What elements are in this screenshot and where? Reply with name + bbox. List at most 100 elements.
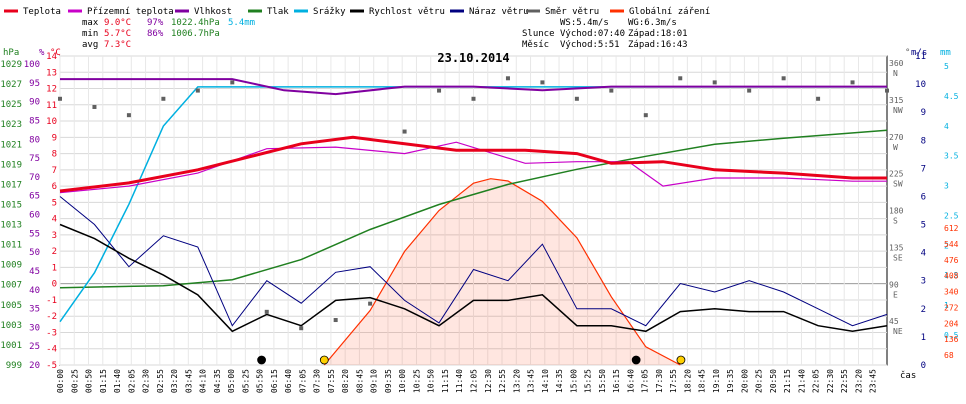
legend-label: Rychlost větru (369, 7, 445, 17)
tick-time: 10:50 (427, 369, 436, 393)
tick-radiation: 68 (944, 351, 954, 360)
wind-direction-point (58, 96, 62, 101)
tick-temperature: -4 (46, 345, 57, 355)
tick-temperature: 3 (52, 231, 57, 241)
wind-direction-point (781, 76, 786, 81)
tick-time: 16:15 (612, 369, 621, 393)
tick-radiation: 612 (944, 224, 959, 233)
tick-humidity: 80 (29, 135, 40, 145)
chart-events (257, 355, 686, 365)
tick-time: 16:40 (626, 369, 635, 393)
tick-pressure: 1011 (0, 241, 22, 251)
tick-time: 11:15 (441, 369, 450, 393)
tick-pressure: 1017 (0, 180, 22, 190)
unit-wind: m/s (911, 48, 927, 58)
legend-item: Rychlost větru (350, 7, 445, 17)
tick-temperature: 1 (52, 263, 57, 273)
tick-direction-deg: 225 (889, 170, 904, 179)
tick-time: 17:30 (655, 369, 664, 393)
tick-time: 05:25 (241, 369, 250, 393)
tick-time: 18:45 (698, 369, 707, 393)
tick-direction-name: N (893, 69, 898, 78)
unit-temperature: °C (50, 48, 61, 58)
unit-rain: mm (940, 48, 951, 58)
tick-time: 21:40 (797, 369, 806, 393)
tick-time: 01:15 (99, 369, 108, 393)
tick-radiation: 544 (944, 240, 959, 249)
tick-direction-deg: 180 (889, 207, 904, 216)
tick-temperature: 5 (52, 198, 57, 208)
tick-time: 11:40 (455, 369, 464, 393)
stats-pressure: 1022.4hPa (171, 18, 220, 28)
tick-direction-deg: 360 (889, 59, 904, 68)
wind-direction-point (402, 129, 407, 134)
tick-time: 09:10 (370, 369, 379, 393)
stats-label: avg (82, 40, 98, 50)
tick-temperature: -1 (46, 296, 57, 306)
wind-direction-point (471, 96, 476, 101)
legend-item: Globální záření (610, 7, 710, 17)
unit-direction: ° (905, 48, 910, 58)
info-ws: WS:5.4m/s (560, 18, 609, 28)
unit-humidity: % (39, 48, 45, 58)
tick-time: 10:25 (412, 369, 421, 393)
tick-rain: 3.5 (944, 152, 959, 161)
legend-label: Vlhkost (194, 7, 232, 17)
wind-direction-point (678, 76, 683, 81)
tick-humidity: 100 (24, 60, 40, 70)
legend-item: Náraz větru (450, 7, 529, 17)
tick-time: 17:55 (669, 369, 678, 393)
tick-temperature: 4 (52, 215, 57, 225)
tick-time: 05:50 (256, 369, 265, 393)
tick-time: 22:30 (826, 369, 835, 393)
tick-time: 21:15 (783, 369, 792, 393)
stats-temp: 9.0°C (104, 18, 131, 28)
tick-time: 05:00 (227, 369, 236, 393)
tick-time: 06:15 (270, 369, 279, 393)
tick-rain: 1.5 (944, 271, 959, 280)
event-moonset (631, 355, 641, 365)
tick-rain: 5 (944, 62, 949, 71)
tick-pressure: 1025 (0, 100, 22, 110)
tick-temperature: 12 (46, 85, 57, 95)
wind-direction-point (643, 113, 648, 118)
series-temperature (59, 135, 887, 193)
stats-humidity: 97% (147, 18, 164, 28)
stats-temp: 7.3°C (104, 40, 131, 50)
tick-temperature: 11 (46, 101, 57, 111)
tick-humidity: 90 (29, 98, 40, 108)
tick-direction-name: W (893, 143, 898, 152)
tick-time: 04:10 (199, 369, 208, 393)
tick-time: 22:05 (812, 369, 821, 393)
chart-axes: 14131211109876543210-1-2-3-4-51009590858… (0, 48, 958, 371)
tick-time: 04:35 (213, 369, 222, 393)
tick-time: 03:45 (184, 369, 193, 393)
tick-wind: 10 (915, 80, 926, 90)
tick-time: 08:45 (355, 369, 364, 393)
legend-label: Globální záření (629, 7, 710, 17)
tick-time: 20:00 (740, 369, 749, 393)
tick-temperature: 7 (52, 166, 57, 176)
wind-direction-point (609, 88, 614, 93)
tick-time: 20:25 (755, 369, 764, 393)
tick-time: 19:35 (726, 369, 735, 393)
series-pressure (59, 129, 888, 289)
tick-time: 07:05 (298, 369, 307, 393)
tick-direction-name: S (893, 217, 898, 226)
legend-label: Teplota (23, 7, 61, 17)
tick-radiation: 272 (944, 303, 959, 312)
tick-temperature: 9 (52, 133, 57, 143)
tick-direction-deg: 270 (889, 133, 904, 142)
tick-direction-deg: 45 (889, 317, 899, 326)
series-radiation-area (324, 178, 681, 365)
tick-temperature: -3 (46, 328, 57, 338)
stats-pressure: 1006.7hPa (171, 29, 220, 39)
tick-wind: 0 (921, 361, 926, 371)
wind-direction-point (299, 326, 304, 331)
tick-pressure: 1019 (0, 160, 22, 170)
tick-humidity: 55 (29, 229, 40, 239)
tick-time: 12:05 (470, 369, 479, 393)
tick-time: 00:25 (70, 369, 79, 393)
legend-label: Přízemní teplota (87, 7, 174, 17)
